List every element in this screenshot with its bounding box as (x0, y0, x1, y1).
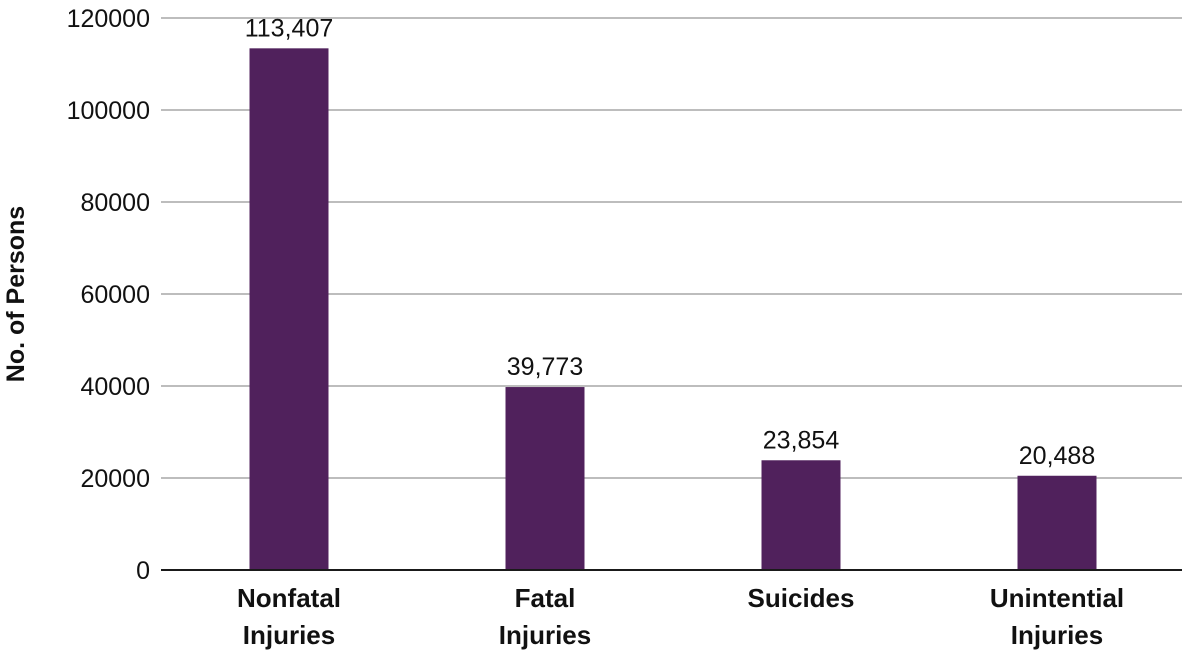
data-label: 113,407 (245, 14, 334, 42)
x-tick-label-line: Injuries (243, 620, 335, 650)
y-tick-label: 120000 (67, 5, 150, 33)
data-label: 23,854 (763, 426, 840, 454)
bar (249, 48, 329, 570)
x-tick-label-line: Nonfatal (237, 583, 341, 613)
y-tick-label: 100000 (67, 97, 150, 125)
x-tick-label-line: Suicides (748, 583, 855, 613)
y-tick-label: 20000 (80, 465, 150, 493)
y-axis-label: No. of Persons (2, 206, 30, 382)
y-tick-label: 0 (136, 557, 150, 585)
bar (761, 460, 841, 570)
y-tick-label: 60000 (80, 281, 150, 309)
bar (505, 387, 585, 570)
x-tick-label-line: Unintential (990, 583, 1124, 613)
y-tick-labels: 0 20000 40000 60000 80000 100000 120000 (67, 5, 150, 585)
data-label: 39,773 (507, 353, 583, 381)
x-tick-label: Suicides (748, 583, 855, 613)
bar (1017, 475, 1097, 570)
gridlines (161, 17, 1182, 479)
data-labels: 113,407 39,773 23,854 20,488 (245, 14, 1095, 469)
data-label: 20,488 (1019, 442, 1095, 470)
x-tick-label: Unintential Injuries (990, 583, 1124, 650)
x-tick-label-line: Injuries (1011, 620, 1103, 650)
y-tick-label: 40000 (80, 373, 150, 401)
x-tick-label: Fatal Injuries (499, 583, 591, 650)
x-tick-label-line: Injuries (499, 620, 591, 650)
category-labels: Nonfatal Injuries Fatal Injuries Suicides Uni… (237, 583, 1124, 650)
x-tick-label: Nonfatal Injuries (237, 583, 341, 650)
x-tick-label-line: Fatal (515, 583, 576, 613)
bars (249, 48, 1097, 570)
y-tick-label: 80000 (80, 189, 150, 217)
